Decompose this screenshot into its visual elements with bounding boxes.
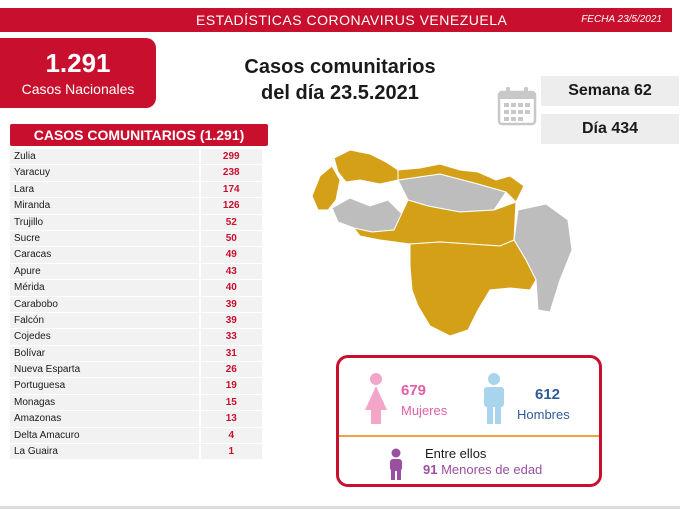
table-header: CASOS COMUNITARIOS (1.291) (10, 124, 268, 146)
state-name: Sucre (10, 230, 199, 247)
table-row: Bolívar 31 (10, 345, 262, 363)
men-label: Hombres (517, 407, 570, 422)
state-name: Nueva Esparta (10, 362, 199, 378)
state-cases: 299 (200, 149, 262, 165)
table-row: Amazonas 13 (10, 411, 262, 428)
divider (339, 435, 599, 437)
map-region-gold-guayana (409, 239, 537, 337)
child-icon (390, 448, 402, 480)
cases-table: Zulia 299 Yaracuy 238 Lara 174 Miranda 126 Truji… (10, 149, 262, 461)
minors-label: Menores de edad (441, 462, 543, 477)
table-row: Miranda 126 (10, 198, 262, 215)
minors-intro: Entre ellos (425, 446, 487, 461)
table-row: Mérida 40 (10, 280, 262, 297)
table-row: Sucre 50 (10, 230, 262, 248)
demographics-card: 679 Mujeres 612 Hombres Entre ellos 91 M… (336, 355, 602, 487)
table-row: Zulia 299 (10, 149, 262, 166)
state-name: Bolívar (10, 345, 199, 362)
state-cases: 1 (200, 444, 262, 460)
table-row: Apure 43 (10, 263, 262, 281)
state-name: Caracas (10, 247, 199, 263)
women-count: 679 (401, 382, 427, 399)
national-cases-count: 1.291 (45, 48, 111, 78)
table-row: Nueva Esparta 26 (10, 362, 262, 379)
state-cases: 15 (200, 394, 262, 411)
state-cases: 50 (200, 230, 262, 247)
table-row: Monagas 15 (10, 394, 262, 412)
national-cases-card: 1.291 Casos Nacionales (0, 38, 156, 108)
state-cases: 31 (200, 345, 262, 362)
table-row: Trujillo 52 (10, 214, 262, 231)
headline-line2: del día 23.5.2021 (261, 82, 419, 104)
headline: Casos comunitarios del día 23.5.2021 (230, 54, 450, 106)
state-cases: 33 (200, 329, 262, 345)
state-name: Delta Amacuro (10, 427, 199, 444)
table-row: Cojedes 33 (10, 329, 262, 346)
state-cases: 43 (200, 263, 262, 280)
woman-icon (365, 373, 387, 424)
state-name: Lara (10, 181, 199, 198)
map-region-gray-west (331, 197, 403, 233)
table-row: Falcón 39 (10, 312, 262, 330)
state-cases: 52 (200, 214, 262, 230)
minors-count: 91 (423, 462, 438, 477)
table-row: Yaracuy 238 (10, 165, 262, 182)
state-name: Cojedes (10, 329, 199, 345)
map-region-gold-zulia (311, 165, 341, 211)
state-name: Trujillo (10, 214, 199, 230)
state-name: Carabobo (10, 296, 199, 312)
map-region-gold-north-central (397, 163, 525, 203)
state-cases: 26 (200, 362, 262, 378)
table-row: Portuguesa 19 (10, 378, 262, 395)
state-cases: 40 (200, 280, 262, 296)
table-row: Carabobo 39 (10, 296, 262, 313)
women-label: Mujeres (401, 403, 448, 418)
state-cases: 126 (200, 198, 262, 214)
state-cases: 19 (200, 378, 262, 394)
state-cases: 174 (200, 181, 262, 198)
state-name: Apure (10, 263, 199, 280)
header-bar: ESTADÍSTICAS CORONAVIRUS VENEZUELA FECHA… (0, 8, 672, 32)
state-cases: 39 (200, 312, 262, 329)
state-name: Zulia (10, 149, 199, 165)
calendar-icon (497, 87, 537, 126)
week-label: Semana 62 (541, 76, 679, 106)
map-region-gold-llanos (352, 199, 517, 247)
table-row: Lara 174 (10, 181, 262, 199)
minors-line: 91 Menores de edad (423, 462, 542, 477)
bottom-rule (0, 506, 680, 509)
page-title: ESTADÍSTICAS CORONAVIRUS VENEZUELA (196, 12, 508, 28)
man-icon (484, 373, 504, 424)
state-cases: 13 (200, 411, 262, 427)
state-cases: 4 (200, 427, 262, 444)
state-name: Yaracuy (10, 165, 199, 181)
national-cases-label: Casos Nacionales (21, 81, 135, 97)
day-label: Día 434 (541, 114, 679, 144)
table-row: Delta Amacuro 4 (10, 427, 262, 445)
state-name: Falcón (10, 312, 199, 329)
state-cases: 39 (200, 296, 262, 312)
state-name: Portuguesa (10, 378, 199, 394)
state-name: La Guaira (10, 444, 199, 460)
state-name: Amazonas (10, 411, 199, 427)
state-name: Miranda (10, 198, 199, 214)
state-cases: 238 (200, 165, 262, 181)
map-region-gold-north-west (333, 149, 399, 185)
table-row: Caracas 49 (10, 247, 262, 264)
venezuela-map (311, 149, 573, 337)
state-cases: 49 (200, 247, 262, 263)
men-count: 612 (535, 386, 561, 403)
state-name: Mérida (10, 280, 199, 296)
report-date: FECHA 23/5/2021 (581, 14, 662, 25)
table-row: La Guaira 1 (10, 444, 262, 461)
headline-line1: Casos comunitarios (244, 56, 436, 78)
state-name: Monagas (10, 394, 199, 411)
